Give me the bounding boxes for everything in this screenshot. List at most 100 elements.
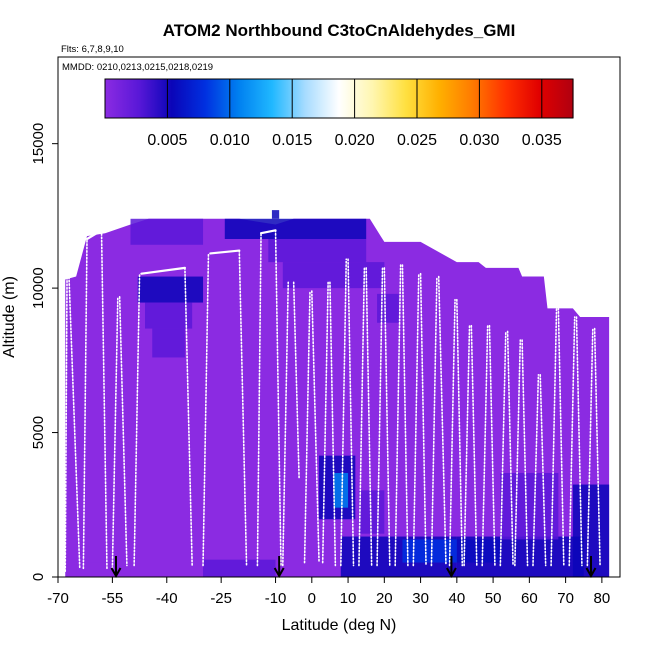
heatmap-cell [271,210,280,219]
x-tick-label: 10 [340,590,357,607]
x-tick-label: 80 [594,590,611,607]
colorbar-gradient [105,79,573,118]
flight-track [82,238,88,570]
x-axis: -70 -55 -40 -25 -10 0 10 20 30 40 50 60 70 80 [47,577,610,607]
flight-track [448,298,456,567]
flight-track [321,281,329,564]
flight-track [358,267,366,567]
flight-track [209,249,241,255]
heatmap-cell [377,293,399,323]
colorbar-tick-label: 0.025 [397,132,437,149]
heatmap-cell [268,239,367,263]
chart-title: ATOM2 Northbound C3toCnAldehydes_GMI [163,21,516,40]
flight-track [394,264,402,567]
flight-track [303,290,311,564]
flight-track [456,298,464,567]
x-tick-label: 40 [448,590,465,607]
flight-track [85,229,103,241]
arrow-marker [273,556,285,579]
x-tick-label: 60 [521,590,538,607]
heatmap-cell [130,218,204,245]
heatmap-cell [152,328,185,358]
y-axis: 0 5000 10000 15000 [30,123,58,581]
heatmap-cell [137,276,204,303]
x-tick-label: -25 [210,590,232,607]
x-tick-label: 30 [412,590,429,607]
flight-track [292,281,300,480]
x-tick-label: 0 [308,590,316,607]
x-tick-label: -40 [156,590,178,607]
y-tick-label: 5000 [30,416,47,449]
heatmap-layer [65,210,610,577]
flight-track [521,339,529,567]
heatmap-cell [145,302,193,329]
flight-track [311,290,320,564]
colorbar-tick-label: 0.005 [147,132,187,149]
flight-track [437,275,447,567]
colorbar-tick-label: 0.015 [272,132,312,149]
flight-track [259,229,277,235]
flight-track [481,324,489,567]
flight-track [539,373,547,567]
y-axis-label: Altitude (m) [1,276,18,358]
flight-track [376,267,384,567]
flight-track [419,272,427,567]
y-tick-label: 0 [30,573,47,581]
colorbar-tick-label: 0.035 [522,132,562,149]
colorbar-tick-label: 0.030 [459,132,499,149]
dates-label: MMDD: 0210,0213,0215,0218,0219 [62,62,213,73]
arrow-marker [110,556,122,579]
x-tick-label: 20 [376,590,393,607]
flight-track [488,324,496,567]
flight-track [412,272,420,567]
colorbar-tick-label: 0.020 [335,132,375,149]
flight-track [430,275,438,567]
flight-track [383,267,391,567]
flight-track [401,264,409,567]
flight-track [100,229,108,570]
flight-track [68,272,81,570]
flight-track [133,272,141,567]
flight-track [499,330,507,567]
x-tick-label: -10 [265,590,287,607]
x-axis-label: Latitude (deg N) [282,617,397,634]
y-tick-label: 10000 [30,267,47,309]
plot-frame [57,56,621,578]
flight-tracks-layer [64,229,601,573]
flight-track [575,316,583,567]
flight-track [586,327,594,567]
flight-track [470,324,478,567]
flight-track [111,295,119,570]
flight-track [550,307,558,567]
heatmap-cell [282,262,385,289]
flights-label: Flts: 6,7,8,9,10 [61,44,124,55]
colorbar-tick-label: 0.010 [210,132,250,149]
flight-track [140,266,187,275]
flight-track [532,373,540,567]
heatmap-cell [224,218,367,239]
flight-track [365,267,373,567]
flight-track [202,252,210,567]
flight-track [329,281,337,567]
flight-track [514,339,522,567]
flight-track [184,267,193,567]
flight-track [557,307,565,567]
arrows-layer [110,556,597,579]
flight-track [463,324,471,567]
curtain-background [65,218,610,577]
heatmap-cell [500,473,559,540]
flight-track [274,229,282,567]
flight-track [118,295,128,567]
y-tick-label: 15000 [30,123,47,165]
x-tick-label: -70 [47,590,69,607]
flight-track [238,249,248,567]
flight-track [281,281,290,567]
heatmap-cell [333,473,349,508]
arrow-marker [446,556,457,579]
x-tick-label: 70 [557,590,574,607]
flight-track [340,258,348,567]
x-tick-label: 50 [485,590,502,607]
heatmap-cell [76,562,131,577]
colorbar: 0.005 0.010 0.015 0.020 0.025 0.030 0.035 [104,78,574,149]
